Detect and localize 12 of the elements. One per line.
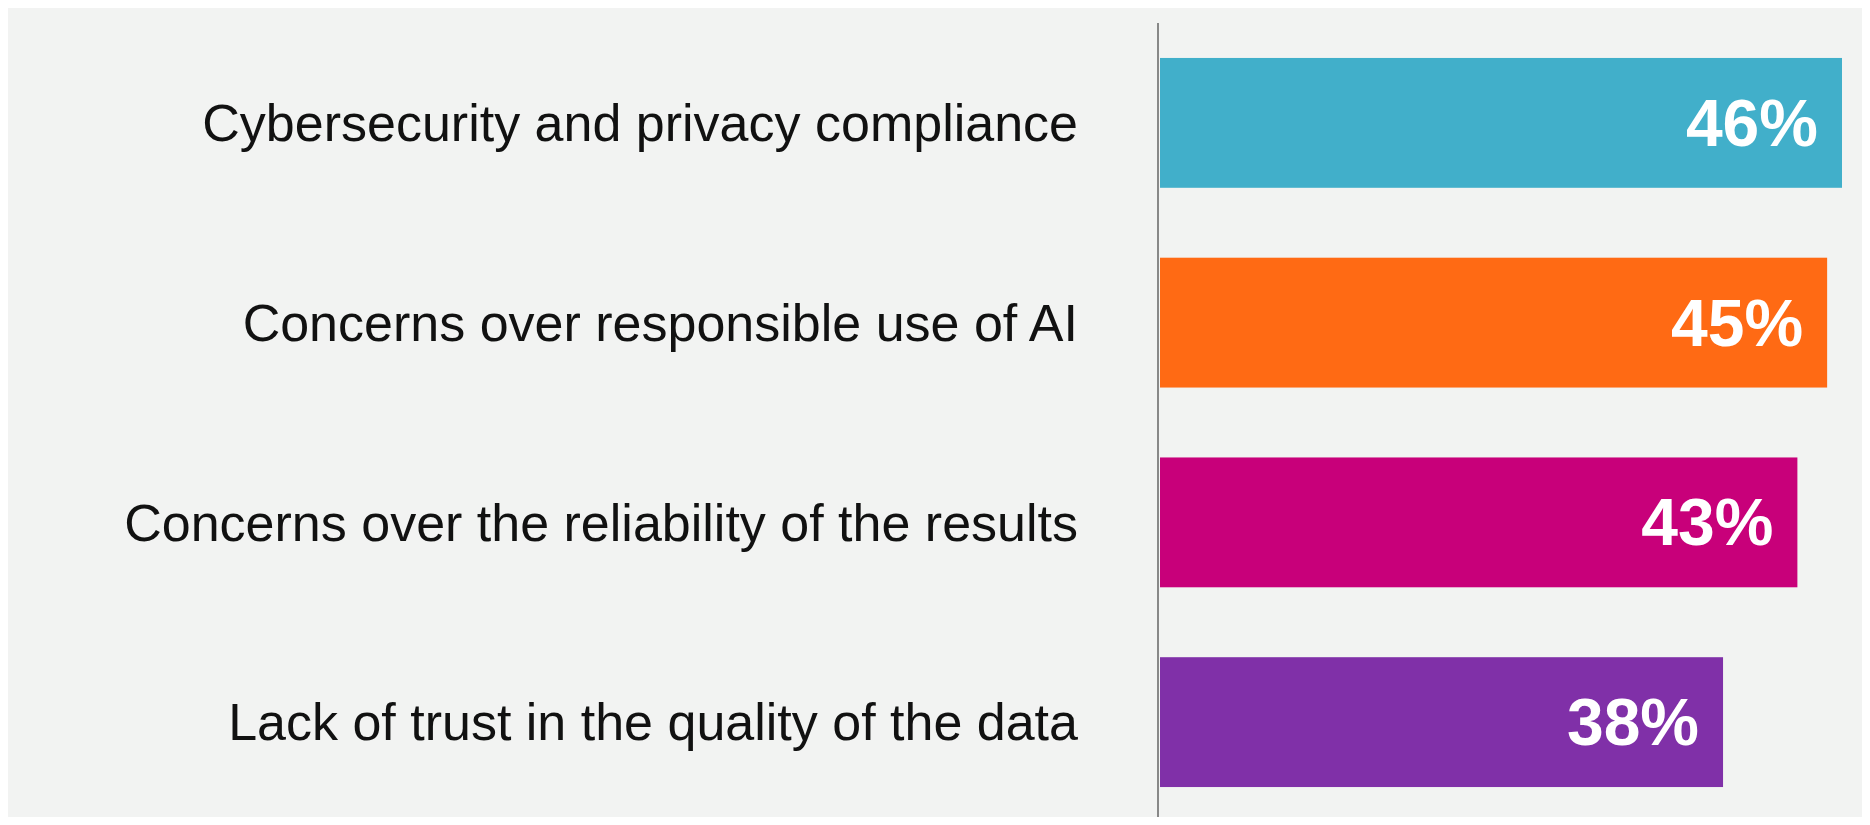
data-label: 38%	[1566, 685, 1700, 760]
bar	[1160, 457, 1798, 588]
bar	[1160, 657, 1724, 788]
y-tick-label: Concerns over responsible use of AI	[242, 293, 1078, 352]
bar	[1160, 57, 1842, 188]
y-tick-label: Lack of trust in the quality of the data	[228, 693, 1079, 752]
bar	[1160, 257, 1828, 388]
data-label: 46%	[1685, 85, 1818, 160]
y-tick-label: Cybersecurity and privacy compliance	[202, 94, 1078, 153]
y-tick-label: Concerns over the reliability of the results	[124, 493, 1078, 552]
data-label: 43%	[1641, 485, 1774, 560]
data-label: 45%	[1671, 285, 1804, 360]
